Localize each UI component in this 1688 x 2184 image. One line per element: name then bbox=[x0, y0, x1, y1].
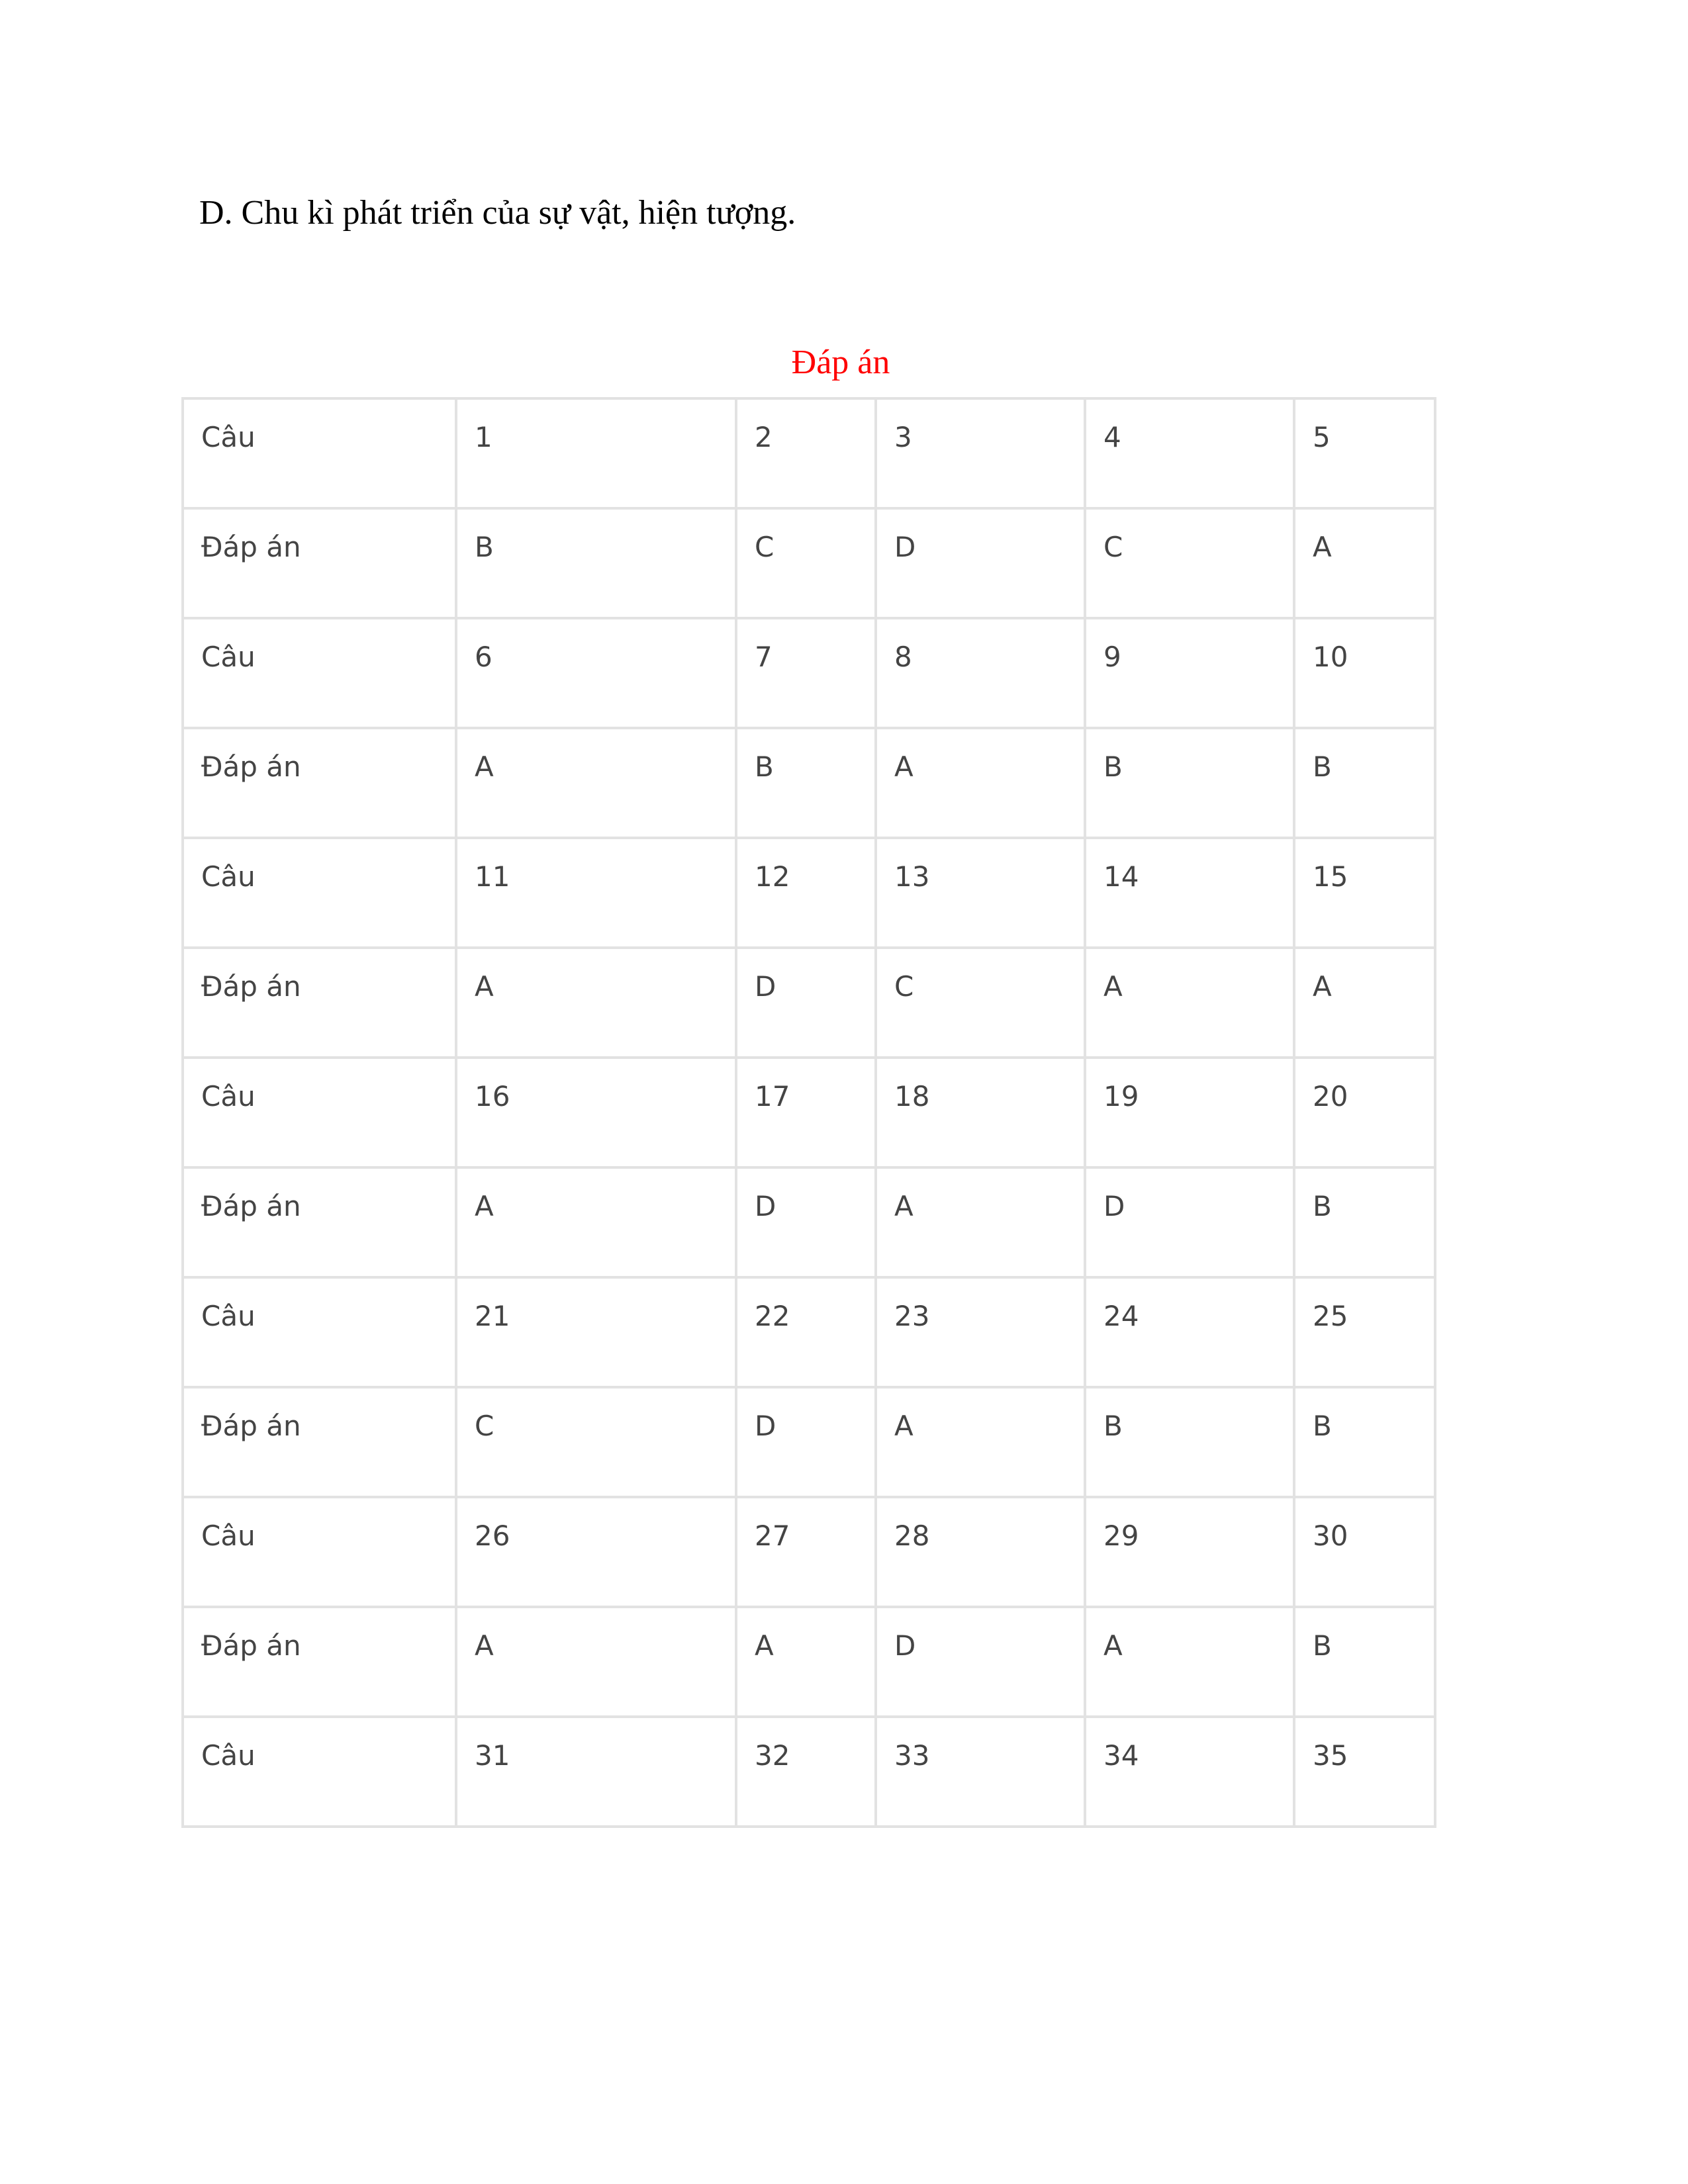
question-number-cell: 3 bbox=[874, 397, 1086, 510]
question-number-row: Câu 26 27 28 29 30 bbox=[181, 1496, 1436, 1608]
question-number-cell: 13 bbox=[874, 837, 1086, 949]
question-option-d: D. Chu kì phát triển của sự vật, hiện tư… bbox=[199, 194, 796, 232]
answer-row: Đáp án A D C A A bbox=[181, 946, 1436, 1059]
question-number-cell: 29 bbox=[1084, 1496, 1295, 1608]
question-number-cell: 19 bbox=[1084, 1056, 1295, 1169]
answer-cell: B bbox=[1293, 1166, 1436, 1279]
answer-row: Đáp án C D A B B bbox=[181, 1386, 1436, 1498]
question-number-row: Câu 16 17 18 19 20 bbox=[181, 1056, 1436, 1169]
answer-cell: C bbox=[735, 507, 877, 619]
question-number-cell: 17 bbox=[735, 1056, 877, 1169]
row-label-cell: Câu bbox=[181, 837, 457, 949]
answer-cell: A bbox=[455, 1606, 737, 1718]
row-label-cell: Đáp án bbox=[181, 727, 457, 839]
question-number-cell: 18 bbox=[874, 1056, 1086, 1169]
question-number-cell: 27 bbox=[735, 1496, 877, 1608]
answer-cell: A bbox=[874, 1386, 1086, 1498]
question-number-cell: 35 bbox=[1293, 1715, 1436, 1828]
answer-cell: A bbox=[1293, 946, 1436, 1059]
question-number-cell: 31 bbox=[455, 1715, 737, 1828]
answer-cell: A bbox=[735, 1606, 877, 1718]
row-label-cell: Đáp án bbox=[181, 507, 457, 619]
question-number-cell: 11 bbox=[455, 837, 737, 949]
question-number-cell: 20 bbox=[1293, 1056, 1436, 1169]
answer-cell: B bbox=[1084, 1386, 1295, 1498]
question-number-row: Câu 31 32 33 34 35 bbox=[181, 1715, 1436, 1828]
answer-cell: B bbox=[1293, 1606, 1436, 1718]
answer-cell: D bbox=[1084, 1166, 1295, 1279]
row-label-cell: Đáp án bbox=[181, 1386, 457, 1498]
row-label-cell: Đáp án bbox=[181, 1606, 457, 1718]
answer-cell: D bbox=[735, 946, 877, 1059]
question-number-cell: 7 bbox=[735, 617, 877, 729]
answer-cell: B bbox=[1293, 727, 1436, 839]
row-label-cell: Câu bbox=[181, 1715, 457, 1828]
answer-cell: D bbox=[874, 1606, 1086, 1718]
answer-cell: B bbox=[735, 727, 877, 839]
answer-cell: D bbox=[735, 1386, 877, 1498]
answer-row: Đáp án A B A B B bbox=[181, 727, 1436, 839]
question-number-row: Câu 21 22 23 24 25 bbox=[181, 1276, 1436, 1388]
question-number-cell: 15 bbox=[1293, 837, 1436, 949]
answer-row: Đáp án A A D A B bbox=[181, 1606, 1436, 1718]
answer-cell: A bbox=[1084, 1606, 1295, 1718]
question-number-cell: 21 bbox=[455, 1276, 737, 1388]
answer-table: Câu 1 2 3 4 5 Đáp án B C D C A Câu 6 7 8 9 10 Đáp án A B A B B C… bbox=[181, 397, 1436, 1828]
answer-cell: B bbox=[455, 507, 737, 619]
row-label-cell: Đáp án bbox=[181, 1166, 457, 1279]
question-number-cell: 23 bbox=[874, 1276, 1086, 1388]
question-number-row: Câu 11 12 13 14 15 bbox=[181, 837, 1436, 949]
question-number-cell: 34 bbox=[1084, 1715, 1295, 1828]
question-number-cell: 26 bbox=[455, 1496, 737, 1608]
question-number-cell: 28 bbox=[874, 1496, 1086, 1608]
question-number-cell: 24 bbox=[1084, 1276, 1295, 1388]
row-label-cell: Câu bbox=[181, 397, 457, 510]
answer-cell: A bbox=[1084, 946, 1295, 1059]
question-number-cell: 33 bbox=[874, 1715, 1086, 1828]
row-label-cell: Câu bbox=[181, 1496, 457, 1608]
answer-table-caption: Đáp án bbox=[791, 343, 890, 381]
question-number-cell: 22 bbox=[735, 1276, 877, 1388]
row-label-cell: Câu bbox=[181, 617, 457, 729]
row-label-cell: Câu bbox=[181, 1276, 457, 1388]
question-number-cell: 2 bbox=[735, 397, 877, 510]
question-number-cell: 4 bbox=[1084, 397, 1295, 510]
question-number-cell: 10 bbox=[1293, 617, 1436, 729]
question-number-cell: 9 bbox=[1084, 617, 1295, 729]
question-number-cell: 16 bbox=[455, 1056, 737, 1169]
row-label-cell: Câu bbox=[181, 1056, 457, 1169]
answer-cell: A bbox=[874, 727, 1086, 839]
question-number-cell: 6 bbox=[455, 617, 737, 729]
question-number-cell: 25 bbox=[1293, 1276, 1436, 1388]
question-number-cell: 30 bbox=[1293, 1496, 1436, 1608]
answer-cell: D bbox=[874, 507, 1086, 619]
question-number-row: Câu 6 7 8 9 10 bbox=[181, 617, 1436, 729]
question-number-cell: 1 bbox=[455, 397, 737, 510]
answer-cell: C bbox=[874, 946, 1086, 1059]
answer-cell: A bbox=[455, 946, 737, 1059]
answer-cell: A bbox=[455, 727, 737, 839]
row-label-cell: Đáp án bbox=[181, 946, 457, 1059]
question-number-cell: 14 bbox=[1084, 837, 1295, 949]
question-number-cell: 5 bbox=[1293, 397, 1436, 510]
answer-cell: B bbox=[1084, 727, 1295, 839]
question-number-row: Câu 1 2 3 4 5 bbox=[181, 397, 1436, 510]
answer-row: Đáp án A D A D B bbox=[181, 1166, 1436, 1279]
answer-cell: C bbox=[1084, 507, 1295, 619]
answer-cell: B bbox=[1293, 1386, 1436, 1498]
answer-cell: A bbox=[874, 1166, 1086, 1279]
question-number-cell: 8 bbox=[874, 617, 1086, 729]
answer-cell: D bbox=[735, 1166, 877, 1279]
answer-row: Đáp án B C D C A bbox=[181, 507, 1436, 619]
question-number-cell: 32 bbox=[735, 1715, 877, 1828]
answer-cell: A bbox=[455, 1166, 737, 1279]
answer-cell: A bbox=[1293, 507, 1436, 619]
question-number-cell: 12 bbox=[735, 837, 877, 949]
answer-cell: C bbox=[455, 1386, 737, 1498]
